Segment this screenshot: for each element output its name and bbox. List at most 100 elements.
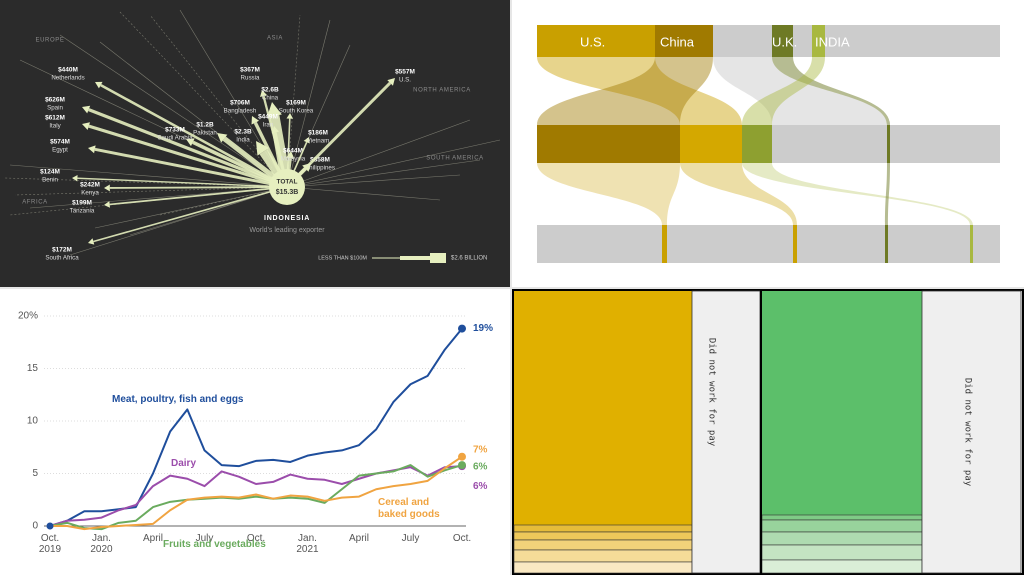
start-point: [46, 522, 54, 530]
value-label: $242M: [80, 182, 100, 189]
value-label: $574M: [50, 139, 70, 146]
tile: [761, 514, 923, 521]
end-point: [458, 324, 466, 333]
flow-ribbon: [742, 57, 825, 125]
tile: [761, 544, 923, 561]
value-label: $644M: [283, 148, 303, 155]
end-point: [458, 452, 466, 461]
bar-segment: [537, 225, 1000, 263]
end-label: 6%: [473, 462, 488, 473]
arrow-head: [82, 122, 90, 130]
tile-label: Did not work for pay: [707, 338, 717, 447]
tile: [761, 519, 923, 533]
bar-segment: [825, 25, 1000, 57]
bar-segment: [662, 225, 667, 263]
series-label: Meat, poultry, fish and eggs: [112, 394, 244, 405]
route: [14, 186, 288, 196]
end-label: 7%: [473, 444, 488, 455]
bar-segment: [537, 125, 680, 163]
bar-segment: [793, 25, 812, 57]
arrow-head: [286, 113, 294, 119]
legend-label: U.S.: [580, 34, 605, 49]
region-label: NORTH AMERICA: [413, 88, 471, 94]
tile: [513, 531, 693, 541]
arrow-head: [72, 175, 78, 182]
bar-segment: [680, 125, 742, 163]
destination-label: Iran: [263, 122, 274, 129]
destination-label: South Africa: [45, 255, 79, 262]
route: [286, 186, 441, 201]
value-label: $706M: [230, 100, 250, 107]
legend-key: [430, 253, 446, 263]
route: [286, 159, 481, 188]
flow-ribbon: [885, 163, 890, 225]
arrow-head: [95, 81, 103, 89]
arrow-head: [88, 238, 95, 245]
destination-label: Malaysia: [281, 156, 306, 163]
flow-arrow: [285, 81, 392, 189]
arrow-head: [303, 137, 310, 144]
region-label: ASIA: [267, 36, 283, 42]
tile: [761, 531, 923, 546]
series-label: Cereal and baked goods: [378, 497, 440, 520]
series-label: Fruits and vegetables: [163, 539, 266, 550]
destination-label: Bangladesh: [224, 108, 257, 115]
route: [9, 186, 288, 216]
region-label: EUROPE: [36, 38, 65, 44]
legend-label: China: [660, 34, 695, 49]
flow-ribbon: [772, 57, 890, 125]
bar-segment: [772, 125, 887, 163]
value-label: $2.6B: [261, 87, 279, 94]
y-tick-label: 10: [27, 416, 39, 427]
value-label: $1.2B: [196, 122, 214, 129]
tile: [691, 290, 761, 574]
flow-arrow: [94, 147, 288, 189]
flow-ribbon: [537, 163, 680, 225]
bar-segment: [793, 225, 797, 263]
destination-label: Pakistan: [193, 130, 217, 137]
tile-label: Did not work for pay: [963, 378, 973, 487]
destination-label: Spain: [47, 105, 63, 112]
origin-note: World's leading exporter: [249, 227, 325, 234]
arrow-head: [251, 116, 260, 125]
tile: [513, 524, 693, 533]
route: [286, 139, 501, 188]
destination-label: Saudi Arabia: [157, 135, 193, 142]
flow-ribbon: [713, 57, 887, 125]
destination-label: Tanzania: [70, 208, 95, 215]
bar-segment: [655, 25, 713, 57]
x-tick-label: Oct.: [246, 533, 266, 544]
route: [286, 19, 331, 188]
arrow-head: [256, 141, 270, 156]
destination-label: Vietnam: [307, 138, 330, 145]
value-label: $626M: [45, 97, 65, 104]
arrow-head: [217, 133, 228, 143]
value-label: $172M: [52, 247, 72, 254]
flow-arrow: [93, 186, 288, 243]
x-tick-label: April: [142, 533, 164, 544]
legend-key: [400, 256, 430, 260]
destination-label: India: [236, 137, 250, 144]
route: [69, 186, 288, 256]
legend-label: $2.6 BILLION: [451, 256, 487, 262]
bar-segment: [970, 225, 973, 263]
tile: [513, 539, 693, 551]
region-label: AFRICA: [22, 200, 48, 206]
y-tick-label: 15: [27, 363, 39, 374]
tile: [514, 291, 692, 525]
destination-label: China: [262, 95, 279, 102]
x-tick-label: April: [348, 533, 370, 544]
series-label: Dairy: [171, 458, 197, 469]
flow-ribbon: [680, 163, 797, 225]
value-label: $2.3B: [234, 129, 252, 136]
bar-segment: [713, 25, 772, 57]
arrow-head: [271, 126, 280, 134]
panel-background: [0, 0, 510, 287]
destination-label: Italy: [49, 123, 61, 130]
legend-label: U.K.: [772, 34, 797, 49]
origin-label: INDONESIA: [264, 215, 310, 222]
y-tick-label: 5: [32, 468, 38, 479]
total-circle: [269, 169, 305, 205]
